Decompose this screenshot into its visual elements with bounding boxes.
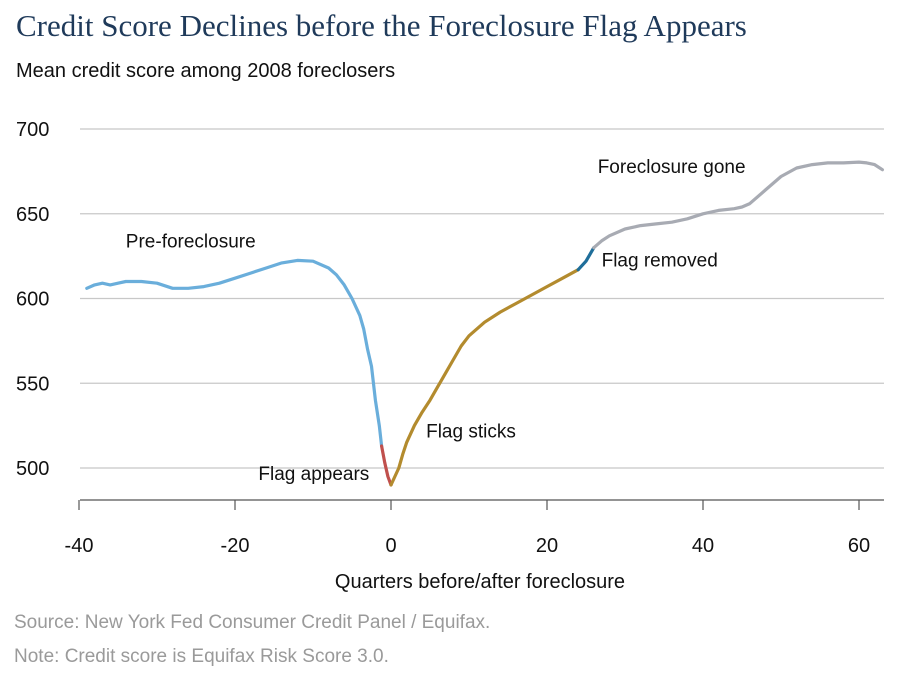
series-line-foreclosure-gone bbox=[592, 160, 884, 250]
annotation-foreclosure-gone: Foreclosure gone bbox=[598, 157, 746, 178]
x-tick-label: 40 bbox=[692, 535, 714, 557]
y-tick-label: 550 bbox=[16, 373, 49, 395]
series-line-flag-sticks bbox=[389, 268, 580, 487]
y-tick-label: 700 bbox=[16, 119, 49, 141]
x-tick-label: 0 bbox=[385, 535, 396, 557]
annotations: Pre-foreclosure Flag appears Flag sticks Fl… bbox=[126, 157, 746, 485]
x-tick-label: -40 bbox=[65, 535, 94, 557]
y-tick-label: 500 bbox=[16, 458, 49, 480]
annotation-flag-sticks: Flag sticks bbox=[426, 421, 516, 442]
x-axis-title: Quarters before/after foreclosure bbox=[335, 571, 625, 593]
annotation-flag-appears: Flag appears bbox=[258, 464, 369, 485]
line-chart: 500 550 600 650 700 -40 -20 0 20 40 60 Quarters bef… bbox=[16, 119, 884, 593]
x-tick-label: -20 bbox=[221, 535, 250, 557]
chart-title: Credit Score Declines before the Foreclo… bbox=[16, 8, 747, 43]
series-line-pre-foreclosure bbox=[85, 258, 384, 448]
series-line-flag-appears bbox=[380, 444, 393, 487]
annotation-pre-foreclosure: Pre-foreclosure bbox=[126, 232, 256, 253]
y-tick-label: 650 bbox=[16, 204, 49, 226]
x-tick-label: 20 bbox=[536, 535, 558, 557]
source-note: Source: New York Fed Consumer Credit Pan… bbox=[14, 612, 491, 633]
series-lines bbox=[85, 160, 884, 487]
x-tick-label: 60 bbox=[848, 535, 870, 557]
chart-subtitle: Mean credit score among 2008 foreclosers bbox=[16, 60, 396, 82]
annotation-flag-removed: Flag removed bbox=[602, 250, 718, 271]
gridlines bbox=[80, 128, 884, 469]
series-line-flag-removed bbox=[576, 246, 596, 272]
definition-note: Note: Credit score is Equifax Risk Score… bbox=[14, 646, 389, 667]
axes: 500 550 600 650 700 -40 -20 0 20 40 60 Quarters bef… bbox=[16, 119, 884, 593]
y-tick-label: 600 bbox=[16, 289, 49, 311]
